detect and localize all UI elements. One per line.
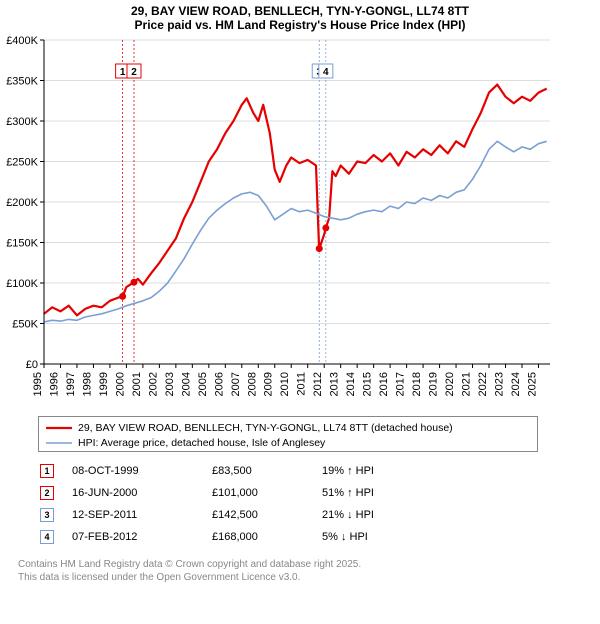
svg-text:2021: 2021	[461, 372, 473, 396]
svg-text:2020: 2020	[444, 372, 456, 396]
svg-text:£200K: £200K	[6, 197, 38, 209]
svg-text:29, BAY VIEW ROAD, BENLLECH, T: 29, BAY VIEW ROAD, BENLLECH, TYN-Y-GONGL…	[78, 422, 453, 434]
svg-text:2002: 2002	[147, 372, 159, 396]
transaction-row: 2 16-JUN-2000£101,00051% ↑ HPI	[40, 482, 600, 504]
transactions-table: 1 08-OCT-1999£83,50019% ↑ HPI 2 16-JUN-2000…	[40, 460, 600, 548]
svg-text:2: 2	[131, 67, 137, 78]
svg-text:2003: 2003	[164, 372, 176, 396]
transaction-price: £101,000	[212, 487, 322, 499]
svg-text:2016: 2016	[378, 372, 390, 396]
transaction-price: £83,500	[212, 465, 322, 477]
transaction-date: 12-SEP-2011	[72, 509, 212, 521]
transaction-pct: 21% ↓ HPI	[322, 509, 452, 521]
footer-line-1: Contains HM Land Registry data © Crown c…	[18, 558, 600, 571]
legend: 29, BAY VIEW ROAD, BENLLECH, TYN-Y-GONGL…	[38, 416, 538, 452]
svg-text:HPI: Average price, detached h: HPI: Average price, detached house, Isle…	[78, 437, 326, 449]
svg-text:2025: 2025	[526, 372, 538, 396]
svg-text:£300K: £300K	[6, 116, 38, 128]
svg-text:1997: 1997	[65, 372, 77, 396]
transaction-marker: 3	[40, 508, 54, 522]
transaction-date: 16-JUN-2000	[72, 487, 212, 499]
transaction-row: 1 08-OCT-1999£83,50019% ↑ HPI	[40, 460, 600, 482]
svg-text:1: 1	[120, 67, 126, 78]
svg-text:2007: 2007	[230, 372, 242, 396]
footer-attribution: Contains HM Land Registry data © Crown c…	[18, 558, 600, 584]
transaction-pct: 51% ↑ HPI	[322, 487, 452, 499]
svg-text:2012: 2012	[312, 372, 324, 396]
svg-text:2013: 2013	[329, 372, 341, 396]
svg-text:£50K: £50K	[12, 319, 38, 331]
chart-area: £0 £50K £100K £150K £200K £250K £300K £350K £400…	[0, 34, 600, 452]
svg-text:£0: £0	[26, 359, 38, 371]
svg-text:2008: 2008	[246, 372, 258, 396]
svg-text:2005: 2005	[197, 372, 209, 396]
svg-text:2006: 2006	[213, 372, 225, 396]
svg-text:2010: 2010	[279, 372, 291, 396]
transaction-marker: 4	[40, 530, 54, 544]
svg-text:£100K: £100K	[6, 278, 38, 290]
svg-text:2001: 2001	[131, 372, 143, 396]
svg-text:2018: 2018	[411, 372, 423, 396]
svg-text:2023: 2023	[493, 372, 505, 396]
transaction-price: £168,000	[212, 531, 322, 543]
svg-text:£250K: £250K	[6, 157, 38, 169]
svg-text:4: 4	[323, 67, 329, 78]
transaction-pct: 19% ↑ HPI	[322, 465, 452, 477]
transaction-marker: 1	[40, 464, 54, 478]
svg-text:2015: 2015	[362, 372, 374, 396]
transaction-marker: 2	[40, 486, 54, 500]
svg-text:2017: 2017	[395, 372, 407, 396]
svg-text:£150K: £150K	[6, 238, 38, 250]
svg-text:2011: 2011	[296, 372, 308, 396]
svg-text:1995: 1995	[32, 372, 44, 396]
svg-text:2000: 2000	[114, 372, 126, 396]
transaction-row: 3 12-SEP-2011£142,50021% ↓ HPI	[40, 504, 600, 526]
svg-text:£350K: £350K	[6, 76, 38, 88]
transaction-pct: 5% ↓ HPI	[322, 531, 452, 543]
chart-title-1: 29, BAY VIEW ROAD, BENLLECH, TYN-Y-GONGL…	[0, 4, 600, 18]
footer-line-2: This data is licensed under the Open Gov…	[18, 571, 600, 584]
svg-text:£400K: £400K	[6, 35, 38, 47]
svg-text:2014: 2014	[345, 372, 357, 396]
line-chart-svg: £0 £50K £100K £150K £200K £250K £300K £350K £400…	[0, 34, 560, 414]
svg-text:2004: 2004	[180, 372, 192, 396]
transaction-date: 08-OCT-1999	[72, 465, 212, 477]
svg-text:2022: 2022	[477, 372, 489, 396]
svg-text:1998: 1998	[81, 372, 93, 396]
transaction-row: 4 07-FEB-2012£168,0005% ↓ HPI	[40, 526, 600, 548]
svg-text:2024: 2024	[510, 372, 522, 396]
svg-text:1996: 1996	[48, 372, 60, 396]
transaction-date: 07-FEB-2012	[72, 531, 212, 543]
svg-text:2009: 2009	[263, 372, 275, 396]
svg-text:2019: 2019	[428, 372, 440, 396]
svg-text:1999: 1999	[98, 372, 110, 396]
transaction-price: £142,500	[212, 509, 322, 521]
chart-title-2: Price paid vs. HM Land Registry's House …	[0, 18, 600, 32]
